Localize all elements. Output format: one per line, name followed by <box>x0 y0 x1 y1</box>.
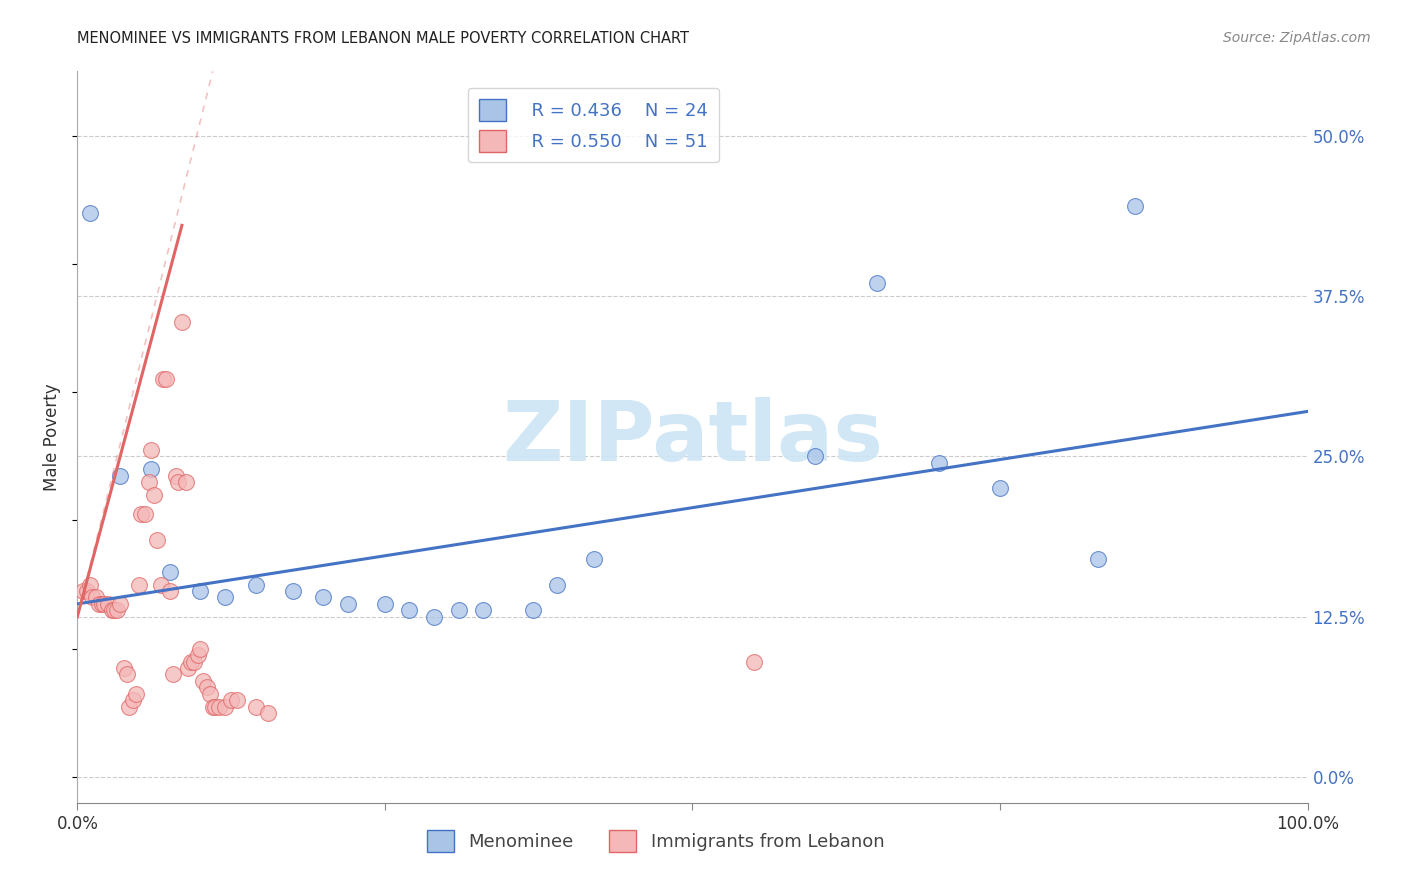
Y-axis label: Male Poverty: Male Poverty <box>44 384 62 491</box>
Point <box>423 609 446 624</box>
Point <box>337 597 360 611</box>
Point <box>988 482 1011 496</box>
Point <box>200 687 222 701</box>
Point <box>79 577 101 591</box>
Point <box>312 591 335 605</box>
Point <box>112 661 135 675</box>
Text: MENOMINEE VS IMMIGRANTS FROM LEBANON MALE POVERTY CORRELATION CHART: MENOMINEE VS IMMIGRANTS FROM LEBANON MAL… <box>77 31 689 46</box>
Point <box>165 468 187 483</box>
Point <box>447 603 470 617</box>
Point <box>245 577 267 591</box>
Point <box>110 597 132 611</box>
Point <box>159 584 181 599</box>
Text: Source: ZipAtlas.com: Source: ZipAtlas.com <box>1223 31 1371 45</box>
Point <box>219 693 242 707</box>
Point <box>374 597 396 611</box>
Point <box>89 597 111 611</box>
Point <box>928 456 950 470</box>
Point <box>201 699 224 714</box>
Point <box>177 661 200 675</box>
Point <box>226 693 249 707</box>
Point <box>187 648 209 663</box>
Point <box>1087 552 1109 566</box>
Point <box>76 584 98 599</box>
Point <box>82 591 104 605</box>
Point <box>174 475 197 489</box>
Point <box>191 673 214 688</box>
Point <box>146 533 169 547</box>
Point <box>281 584 304 599</box>
Point <box>72 584 94 599</box>
Point <box>141 442 163 457</box>
Point <box>79 205 101 219</box>
Point <box>180 655 202 669</box>
Point <box>195 681 218 695</box>
Legend: Menominee, Immigrants from Lebanon: Menominee, Immigrants from Lebanon <box>419 823 891 860</box>
Point <box>214 699 236 714</box>
Point <box>84 591 107 605</box>
Point <box>208 699 231 714</box>
Point <box>245 699 267 714</box>
Point <box>183 655 205 669</box>
Point <box>170 315 193 329</box>
Point <box>188 584 212 599</box>
Point <box>141 462 163 476</box>
Point <box>97 597 120 611</box>
Point <box>101 603 124 617</box>
Point <box>125 687 148 701</box>
Point <box>162 667 184 681</box>
Point <box>398 603 420 617</box>
Point <box>152 372 174 386</box>
Point <box>583 552 606 566</box>
Point <box>118 699 141 714</box>
Point <box>546 577 568 591</box>
Point <box>167 475 190 489</box>
Point <box>155 372 177 386</box>
Text: ZIPatlas: ZIPatlas <box>502 397 883 477</box>
Point <box>129 507 153 521</box>
Point <box>522 603 544 617</box>
Point <box>138 475 160 489</box>
Point <box>128 577 150 591</box>
Point <box>804 450 827 464</box>
Point <box>159 565 181 579</box>
Point <box>105 603 128 617</box>
Point <box>204 699 226 714</box>
Point <box>103 603 125 617</box>
Point <box>150 577 173 591</box>
Point <box>188 641 212 656</box>
Point <box>866 276 889 290</box>
Point <box>110 468 132 483</box>
Point <box>742 655 765 669</box>
Point <box>257 706 280 720</box>
Point <box>142 488 165 502</box>
Point <box>472 603 495 617</box>
Point <box>1125 199 1147 213</box>
Point <box>90 597 114 611</box>
Point <box>214 591 236 605</box>
Point <box>121 693 143 707</box>
Point <box>93 597 115 611</box>
Point <box>134 507 156 521</box>
Point <box>115 667 138 681</box>
